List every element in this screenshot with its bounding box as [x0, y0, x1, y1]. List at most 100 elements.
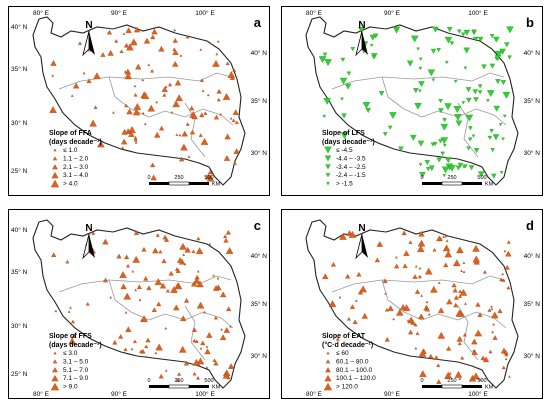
station-marker	[352, 319, 358, 325]
legend-symbol	[51, 374, 59, 382]
station-marker	[155, 100, 158, 104]
station-marker	[420, 294, 423, 297]
station-marker	[356, 271, 362, 277]
station-marker	[183, 298, 190, 303]
station-marker	[414, 289, 421, 294]
legend-item-label: 1.1 – 2.0	[63, 155, 89, 162]
station-marker	[389, 112, 397, 119]
station-marker	[150, 34, 156, 40]
station-marker	[133, 26, 141, 33]
station-marker	[124, 311, 128, 314]
station-marker	[463, 47, 470, 54]
station-marker	[86, 78, 92, 84]
station-marker	[501, 137, 505, 141]
province-boundary	[381, 279, 423, 321]
province-boundary	[184, 305, 206, 361]
station-marker	[199, 347, 203, 350]
station-marker	[417, 239, 426, 247]
scale-label: 0	[147, 175, 150, 181]
legend-title: Slope of LFS	[322, 130, 365, 137]
legend-symbol	[50, 382, 60, 391]
station-marker	[50, 60, 57, 66]
station-marker	[477, 171, 485, 178]
station-marker	[426, 167, 431, 172]
station-marker	[396, 308, 404, 316]
station-marker	[204, 173, 212, 180]
station-marker	[382, 278, 388, 283]
legend-item-label: -2.4 – -1.5	[336, 172, 366, 179]
station-marker	[69, 306, 72, 309]
scale-bar	[149, 384, 209, 389]
lat-label-left: 40° N	[11, 226, 28, 234]
station-marker	[67, 310, 71, 313]
station-marker	[475, 302, 481, 307]
station-marker	[133, 103, 142, 110]
scale-label: 500	[204, 378, 213, 384]
station-marker	[359, 285, 367, 293]
station-marker	[472, 372, 480, 380]
station-marker	[119, 49, 124, 53]
lat-label-right: 35° N	[524, 97, 541, 105]
lon-label-bottom: 100° E	[195, 390, 215, 398]
station-marker	[158, 249, 163, 254]
station-marker	[146, 285, 152, 291]
station-marker	[437, 331, 446, 339]
station-marker	[446, 298, 453, 305]
station-marker	[427, 69, 436, 77]
station-marker	[200, 138, 209, 145]
scale-label: 0	[420, 175, 423, 181]
station-marker	[438, 108, 444, 114]
station-marker	[196, 236, 201, 241]
station-marker	[428, 353, 434, 359]
legend-title: Slope of FFS	[49, 333, 92, 340]
lon-label-bottom: 80° E	[33, 390, 50, 398]
station-marker	[371, 55, 377, 60]
station-marker	[168, 82, 173, 87]
station-marker	[198, 133, 203, 137]
legend-item-label: ≤ 3.0	[63, 350, 78, 357]
legend-symbol	[52, 164, 58, 170]
station-marker	[465, 87, 472, 93]
lat-label-left: 25° N	[11, 167, 28, 175]
station-marker	[93, 105, 98, 109]
station-marker	[429, 165, 435, 171]
station-marker	[466, 97, 472, 103]
station-marker	[141, 111, 145, 115]
station-marker	[436, 379, 442, 384]
station-marker	[460, 32, 466, 37]
station-marker	[220, 328, 224, 331]
station-marker	[471, 349, 478, 355]
station-marker	[120, 283, 127, 290]
station-marker	[438, 99, 443, 104]
station-marker	[399, 304, 407, 310]
station-marker	[100, 52, 106, 57]
station-marker	[213, 360, 219, 366]
station-marker	[91, 231, 96, 235]
lat-label-right: 30° N	[251, 149, 268, 157]
lat-label-left: 35° N	[11, 268, 28, 276]
lat-label-right: 30° N	[524, 149, 541, 157]
station-marker	[418, 66, 423, 71]
station-marker	[184, 246, 191, 253]
station-marker	[178, 345, 187, 353]
scale-label: 500	[477, 378, 486, 384]
station-marker	[506, 285, 511, 290]
lat-label-left: 40° N	[11, 23, 28, 31]
station-marker	[232, 68, 237, 73]
station-marker	[383, 132, 388, 137]
station-marker	[322, 273, 329, 279]
province-boundary	[148, 311, 234, 329]
station-marker	[164, 85, 168, 88]
lat-label-right: 40° N	[524, 252, 541, 260]
station-marker	[444, 36, 453, 44]
station-marker	[164, 369, 168, 372]
legend-item-label: > 120.0	[336, 384, 358, 391]
station-marker	[372, 33, 379, 39]
station-marker	[328, 300, 337, 307]
station-marker	[164, 326, 168, 330]
station-marker	[191, 327, 198, 332]
legend-symbol	[324, 374, 332, 382]
station-marker	[124, 254, 130, 260]
